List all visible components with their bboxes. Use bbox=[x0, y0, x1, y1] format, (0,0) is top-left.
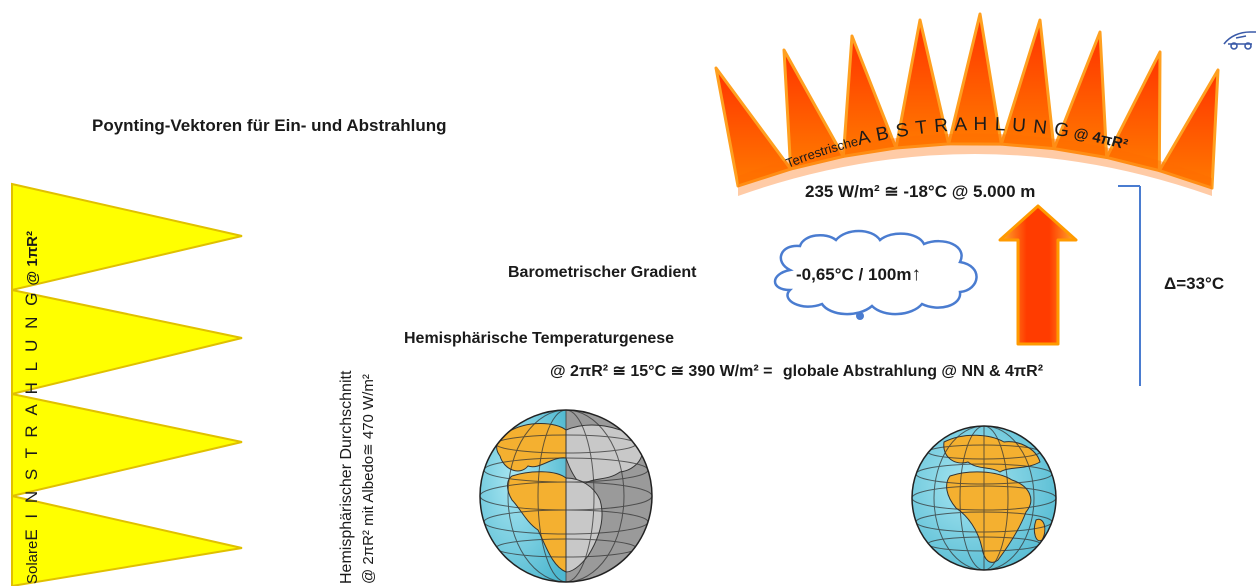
formula-left: @ 2πR² ≅ 15°C ≅ 390 W/m² = bbox=[550, 363, 773, 380]
flame-4 bbox=[894, 18, 951, 150]
cloud-text: -0,65°C / 100m↑ bbox=[796, 264, 921, 286]
cloud-icon bbox=[773, 229, 978, 320]
car-logo-icon bbox=[1223, 31, 1256, 50]
solar-label: SolareE I N S T R A H L U N G @ 1πR² bbox=[22, 231, 42, 584]
solar-triangle-4 bbox=[11, 494, 243, 586]
solar-label-spaced: E I N S T R A H L U N G bbox=[22, 289, 41, 541]
solar-label-prefix: Solare bbox=[24, 540, 41, 584]
flame-2 bbox=[782, 48, 845, 171]
solar-triangle-2 bbox=[11, 288, 243, 396]
solar-triangle-3 bbox=[11, 392, 243, 498]
hemi-label-line1: Hemisphärischer Durchschnitt bbox=[338, 370, 355, 584]
flame-1 bbox=[714, 66, 793, 188]
barometric-label: Barometrischer Gradient bbox=[508, 264, 697, 281]
formula: @ 2πR² ≅ 15°C ≅ 390 W/m² = globale Abstr… bbox=[550, 361, 1043, 381]
terrestrial-flames bbox=[714, 12, 1220, 190]
cloud-value: -0,65°C / 100m bbox=[796, 265, 912, 284]
up-arrow-icon bbox=[998, 204, 1078, 346]
flame-9 bbox=[1157, 68, 1220, 190]
flame-8 bbox=[1105, 50, 1162, 173]
small-up-arrow-icon: ↑ bbox=[911, 264, 921, 285]
arc-value: 235 W/m² ≅ -18°C @ 5.000 m bbox=[805, 182, 1036, 201]
globe-icon bbox=[479, 409, 653, 583]
emission-arc bbox=[738, 133, 1212, 196]
globe-icon bbox=[911, 425, 1057, 571]
solar-triangle-1 bbox=[11, 182, 243, 292]
page-title: Poynting-Vektoren für Ein- und Abstrahlu… bbox=[92, 116, 447, 135]
solar-triangles bbox=[11, 182, 243, 586]
hemi-label-line2: @ 2πR² mit Albedo≅ 470 W/m² bbox=[360, 374, 377, 584]
solar-label-suffix: @ 1πR² bbox=[24, 230, 41, 286]
flame-6 bbox=[999, 18, 1056, 151]
flame-7 bbox=[1052, 30, 1109, 159]
hemi-label: Hemisphärischer Durchschnitt @ 2πR² mit … bbox=[336, 371, 380, 584]
delta-label: Δ=33°C bbox=[1164, 274, 1225, 293]
flame-3 bbox=[841, 34, 898, 158]
flame-5 bbox=[947, 12, 1003, 146]
formula-right: globale Abstrahlung @ NN & 4πR² bbox=[782, 363, 1044, 380]
hemi-temp-label: Hemisphärische Temperaturgenese bbox=[404, 330, 675, 347]
